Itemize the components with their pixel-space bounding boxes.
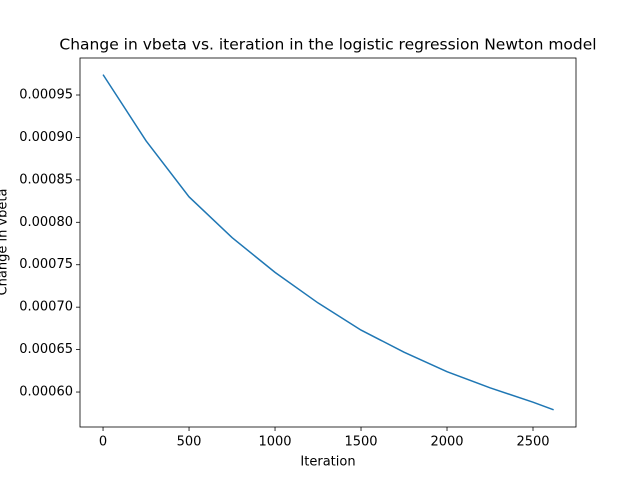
y-tick-label: 0.00070 bbox=[19, 300, 73, 315]
plot-frame bbox=[79, 57, 577, 428]
x-tick-label: 500 bbox=[177, 435, 202, 450]
x-tick-label: 1000 bbox=[258, 435, 291, 450]
data-line bbox=[102, 74, 554, 411]
x-tick-label: 2500 bbox=[516, 435, 549, 450]
y-tick-label: 0.00075 bbox=[19, 257, 73, 272]
x-tick-label: 1500 bbox=[344, 435, 377, 450]
y-tick-label: 0.00080 bbox=[19, 215, 73, 230]
y-tick-label: 0.00065 bbox=[19, 342, 73, 357]
y-tick-label: 0.00060 bbox=[19, 385, 73, 400]
y-tick-label: 0.00095 bbox=[19, 88, 73, 103]
x-axis-label: Iteration bbox=[300, 455, 355, 470]
y-tick-label: 0.00085 bbox=[19, 172, 73, 187]
x-tick-label: 2000 bbox=[430, 435, 463, 450]
y-axis-label: Change in vbeta bbox=[0, 189, 11, 296]
chart-title: Change in vbeta vs. iteration in the log… bbox=[59, 36, 596, 54]
y-tick-label: 0.00090 bbox=[19, 130, 73, 145]
x-tick-label: 0 bbox=[99, 435, 107, 450]
